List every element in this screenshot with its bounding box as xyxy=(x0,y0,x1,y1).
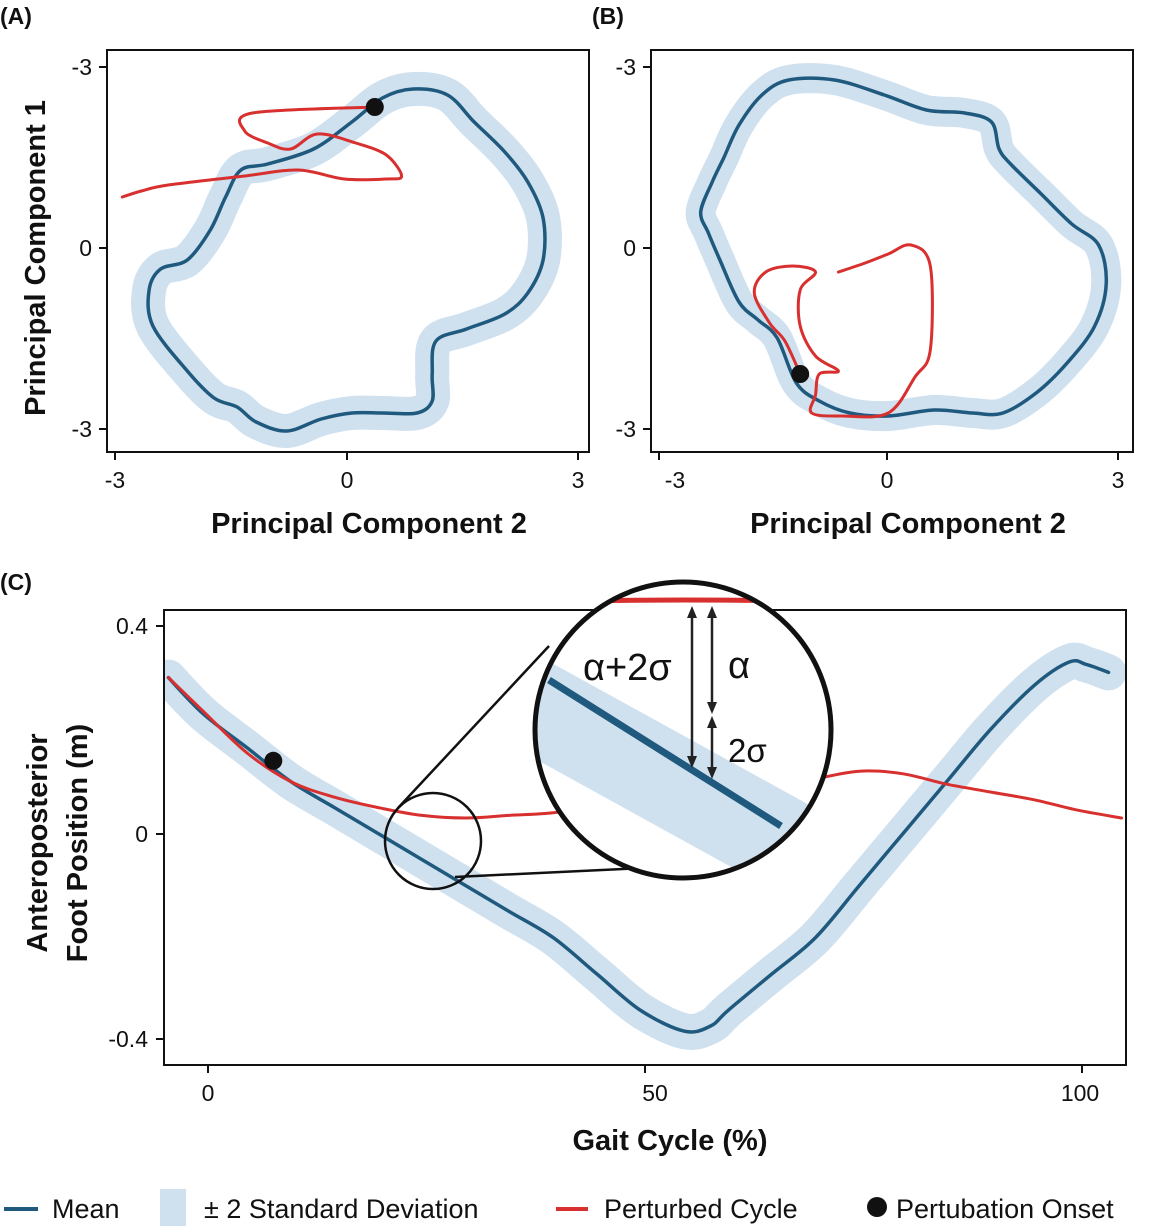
panel-c-xtick-label: 50 xyxy=(642,1080,668,1106)
panel-b-perturbed-line xyxy=(752,243,934,419)
panel-a-mean-line xyxy=(146,87,547,433)
panel-b-xtick-label: 0 xyxy=(881,467,894,493)
zoom-perturbed-line xyxy=(535,597,831,605)
panel-a-xtick-label: 3 xyxy=(572,467,585,493)
panel-b-mean-line xyxy=(698,76,1109,418)
zoom-inset: α+2σ α 2σ xyxy=(532,579,834,881)
panel-c-y-axis-title-line1: Anteroposterior xyxy=(22,733,54,952)
panel-a-chart: -3 0 3 -3 0 -3 Principal Component 2 Pri… xyxy=(20,49,590,540)
zoom-arrowhead xyxy=(707,767,717,779)
zoom-arrowhead xyxy=(707,606,717,618)
panel-b-onset-marker xyxy=(791,365,810,383)
panel-c-onset-marker xyxy=(264,751,283,770)
panel-b-xtick-label: -3 xyxy=(665,467,685,493)
panel-a-x-axis-title: Principal Component 2 xyxy=(211,508,527,540)
panel-label-a: (A) xyxy=(0,3,32,29)
zoom-source-circle xyxy=(383,791,483,891)
panel-a-xtick-label: -3 xyxy=(105,467,125,493)
panel-c-ytick-label: 0 xyxy=(135,821,148,847)
panel-c-x-axis-title: Gait Cycle (%) xyxy=(573,1125,768,1157)
legend-onset-label: Pertubation Onset xyxy=(896,1194,1114,1224)
legend-perturbed-label: Perturbed Cycle xyxy=(604,1194,798,1224)
legend-band-label: ± 2 Standard Deviation xyxy=(204,1194,478,1224)
panel-b-ytick-label: -3 xyxy=(616,54,636,80)
panel-b-ytick-label: -3 xyxy=(616,416,636,442)
zoom-inset-border xyxy=(532,579,834,881)
zoom-arrowhead xyxy=(707,716,717,728)
panel-c-chart: 0 50 100 0.4 0 -0.4 Gait Cycle (%) Anter… xyxy=(22,579,1127,1157)
panel-c-ytick-label: 0.4 xyxy=(116,613,148,639)
panel-c-xtick-label: 100 xyxy=(1061,1080,1099,1106)
zoom-mean-line xyxy=(547,677,783,829)
panel-label-c: (C) xyxy=(0,569,32,595)
panel-c-y-axis-title-line2: Foot Position (m) xyxy=(62,724,94,962)
panel-a-ytick-label: -3 xyxy=(72,54,92,80)
panel-b-x-axis-title: Principal Component 2 xyxy=(750,508,1066,540)
legend: Mean ± 2 Standard Deviation Perturbed Cy… xyxy=(4,1189,1114,1226)
panel-a-ytick-label: -3 xyxy=(72,416,92,442)
panel-label-b: (B) xyxy=(592,3,624,29)
zoom-sd-band xyxy=(535,657,815,878)
zoom-label-two-sigma: 2σ xyxy=(728,732,767,769)
panel-a-perturbed-line xyxy=(120,105,404,199)
panel-b-xtick-label: 3 xyxy=(1112,467,1125,493)
zoom-connector-top xyxy=(397,645,550,809)
panel-a-onset-marker xyxy=(365,98,384,116)
zoom-label-alpha: α xyxy=(728,645,750,687)
zoom-arrowhead xyxy=(687,756,697,768)
panel-b-frame xyxy=(650,49,1134,453)
legend-onset-swatch xyxy=(867,1197,887,1217)
panel-a-xtick-label: 0 xyxy=(341,467,354,493)
zoom-label-alpha-plus-2sigma: α+2σ xyxy=(583,647,672,689)
panel-c-ytick-label: -0.4 xyxy=(108,1026,148,1052)
panel-a-y-axis-title: Principal Component 1 xyxy=(20,100,52,416)
panel-a-ytick-label: 0 xyxy=(79,235,92,261)
panel-b-ytick-label: 0 xyxy=(623,235,636,261)
panel-b-chart: -3 0 3 -3 0 -3 Principal Component 2 xyxy=(616,49,1134,540)
zoom-arrowhead xyxy=(707,702,717,714)
legend-mean-label: Mean xyxy=(52,1194,120,1224)
panel-c-xtick-label: 0 xyxy=(202,1080,215,1106)
legend-band-swatch xyxy=(160,1189,186,1226)
zoom-arrowhead xyxy=(687,606,697,618)
panel-c-mean-line xyxy=(166,658,1111,1034)
